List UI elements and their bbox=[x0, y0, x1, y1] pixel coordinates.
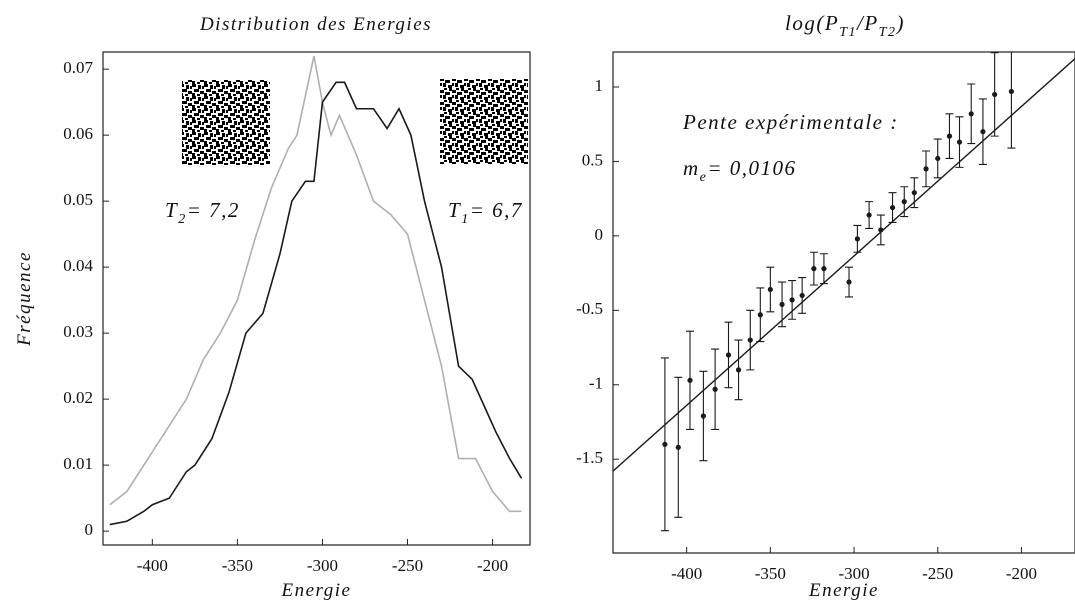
annotation-subscript: 2 bbox=[178, 212, 187, 227]
annotation-part: T bbox=[448, 198, 461, 222]
annotation-subscript: 1 bbox=[461, 212, 470, 227]
point bbox=[992, 91, 998, 98]
point bbox=[735, 367, 742, 373]
point bbox=[878, 227, 884, 233]
point bbox=[846, 279, 852, 285]
chart-title: log(PT1/PT2) bbox=[785, 11, 905, 40]
y-tick-label: -1.5 bbox=[576, 448, 603, 467]
y-tick-label: 1 bbox=[595, 76, 604, 95]
chart-title-part: log(P bbox=[785, 11, 839, 35]
x-tick-label: -200 bbox=[477, 556, 508, 575]
point bbox=[725, 352, 732, 358]
x-tick-label: -400 bbox=[671, 564, 702, 583]
y-axis-label: Fréquence bbox=[14, 251, 35, 347]
y-tick-label: 0 bbox=[595, 225, 604, 244]
annotation: T1= 6,7 bbox=[448, 198, 523, 227]
point bbox=[1008, 88, 1014, 95]
point bbox=[956, 139, 963, 145]
annotation-part: T bbox=[165, 198, 178, 222]
point bbox=[889, 204, 896, 211]
point bbox=[946, 133, 953, 139]
annotation-part: = 0,0106 bbox=[707, 156, 796, 180]
x-tick-label: -300 bbox=[307, 556, 338, 575]
x-tick-label: -400 bbox=[137, 556, 168, 575]
x-axis-label: Energie bbox=[808, 580, 879, 601]
point bbox=[757, 312, 763, 318]
point bbox=[911, 190, 917, 196]
x-tick-label: -350 bbox=[755, 564, 786, 583]
point bbox=[901, 199, 907, 205]
annotation: T2= 7,2 bbox=[165, 198, 240, 227]
annotation-part: Pente expérimentale : bbox=[682, 110, 899, 134]
y-tick-label: -0.5 bbox=[576, 299, 603, 318]
point bbox=[854, 236, 860, 242]
y-tick-label: 0.5 bbox=[582, 150, 603, 169]
annotation: me= 0,0106 bbox=[683, 156, 797, 185]
annotation-part: = 7,2 bbox=[187, 198, 240, 222]
point bbox=[935, 155, 941, 162]
chart-title-subscript: T1 bbox=[839, 25, 857, 40]
point bbox=[866, 212, 872, 218]
point bbox=[811, 266, 817, 272]
point bbox=[968, 111, 974, 117]
series-line bbox=[109, 81, 523, 526]
point bbox=[799, 292, 805, 299]
point bbox=[747, 337, 753, 343]
y-tick-label: -1 bbox=[589, 374, 603, 393]
chart-title-subscript: T2 bbox=[879, 25, 897, 40]
point bbox=[779, 301, 785, 307]
x-tick-label: -350 bbox=[222, 556, 253, 575]
annotation: Pente expérimentale : bbox=[682, 110, 899, 134]
y-tick-label: 0.04 bbox=[63, 256, 93, 275]
plot-frame bbox=[612, 51, 1075, 554]
chart-title-part: ) bbox=[895, 11, 905, 35]
point bbox=[980, 129, 986, 135]
y-tick-label: 0.03 bbox=[63, 322, 93, 341]
error-bar bbox=[1007, 51, 1016, 149]
lattice-image bbox=[182, 80, 270, 165]
point bbox=[675, 444, 681, 450]
point bbox=[767, 286, 773, 293]
annotation-part: = 6,7 bbox=[470, 198, 523, 222]
x-tick-label: -300 bbox=[838, 564, 869, 583]
annotation-part: m bbox=[683, 156, 700, 180]
point bbox=[712, 386, 718, 392]
y-tick-label: 0.06 bbox=[63, 124, 93, 143]
chart-title: Distribution des Energies bbox=[199, 14, 432, 35]
x-tick-label: -250 bbox=[392, 556, 423, 575]
point bbox=[687, 377, 693, 383]
plot-frame bbox=[102, 51, 531, 546]
point bbox=[923, 166, 929, 172]
y-tick-label: 0.07 bbox=[63, 58, 93, 77]
y-tick-label: 0.01 bbox=[63, 454, 93, 473]
lattice-image bbox=[440, 79, 528, 164]
y-tick-label: 0.02 bbox=[63, 388, 93, 407]
chart-title-part: /P bbox=[856, 11, 879, 35]
y-tick-label: 0.05 bbox=[63, 190, 93, 209]
error-bar-whisker bbox=[1007, 51, 1016, 149]
y-tick-label: 0 bbox=[85, 520, 94, 539]
point bbox=[789, 297, 795, 303]
x-tick-label: -250 bbox=[922, 564, 953, 583]
point bbox=[662, 441, 668, 447]
point bbox=[700, 413, 706, 419]
x-tick-label: -200 bbox=[1006, 564, 1037, 583]
point bbox=[821, 266, 827, 272]
x-axis-label: Energie bbox=[281, 580, 352, 601]
annotation-subscript: e bbox=[700, 170, 708, 185]
